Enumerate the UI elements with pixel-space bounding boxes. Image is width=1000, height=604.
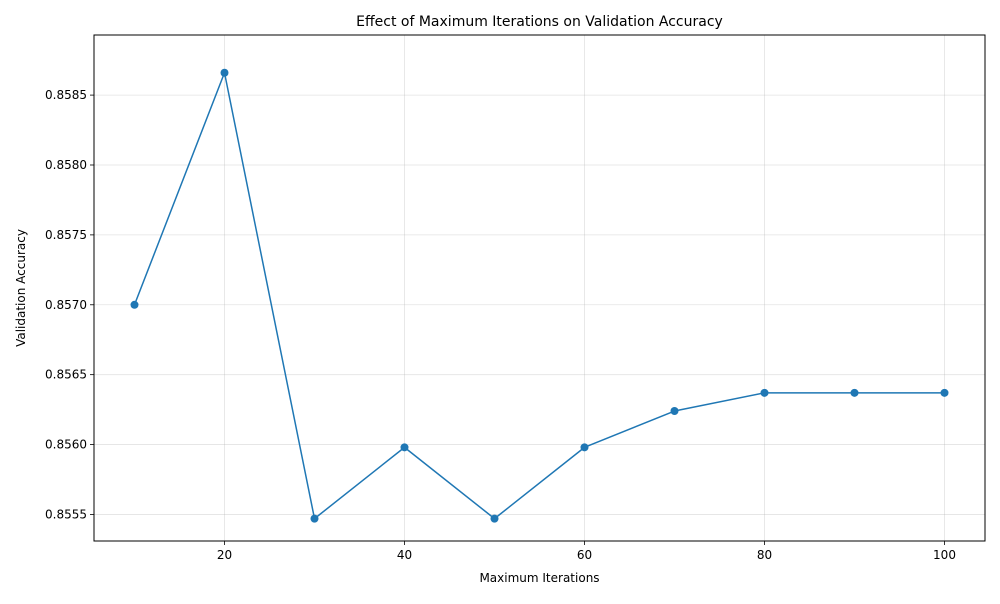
x-tick-label: 20 <box>217 548 232 562</box>
plot-frame <box>93 34 986 542</box>
data-point <box>670 407 679 416</box>
data-point <box>310 514 319 523</box>
data-point <box>130 300 139 309</box>
series-line <box>133 71 945 520</box>
y-tick-label: 0.8585 <box>45 88 87 102</box>
y-tick-label: 0.8565 <box>45 368 87 382</box>
x-axis-ticks: 20 40 60 80 100 <box>217 541 956 562</box>
y-tick-label: 0.8560 <box>45 438 87 452</box>
x-tick-label: 100 <box>933 548 956 562</box>
x-axis-label: Maximum Iterations <box>479 571 599 585</box>
y-tick-label: 0.8575 <box>45 228 87 242</box>
y-axis-label: Validation Accuracy <box>14 229 28 347</box>
data-point <box>760 388 769 397</box>
y-tick-label: 0.8580 <box>45 158 87 172</box>
data-point <box>490 514 499 523</box>
chart-title: Effect of Maximum Iterations on Validati… <box>356 14 723 30</box>
series-layer <box>130 68 949 523</box>
x-tick-label: 40 <box>397 548 412 562</box>
data-point <box>850 388 859 397</box>
y-tick-label: 0.8555 <box>45 507 87 521</box>
grid <box>94 35 985 541</box>
x-tick-label: 60 <box>577 548 592 562</box>
data-point <box>220 68 229 77</box>
y-axis-ticks: 0.8555 0.8560 0.8565 0.8570 0.8575 0.8580 0.85… <box>45 88 94 521</box>
x-tick-label: 80 <box>757 548 772 562</box>
data-point <box>400 443 409 452</box>
data-point <box>940 388 949 397</box>
y-tick-label: 0.8570 <box>45 298 87 312</box>
data-point <box>580 443 589 452</box>
